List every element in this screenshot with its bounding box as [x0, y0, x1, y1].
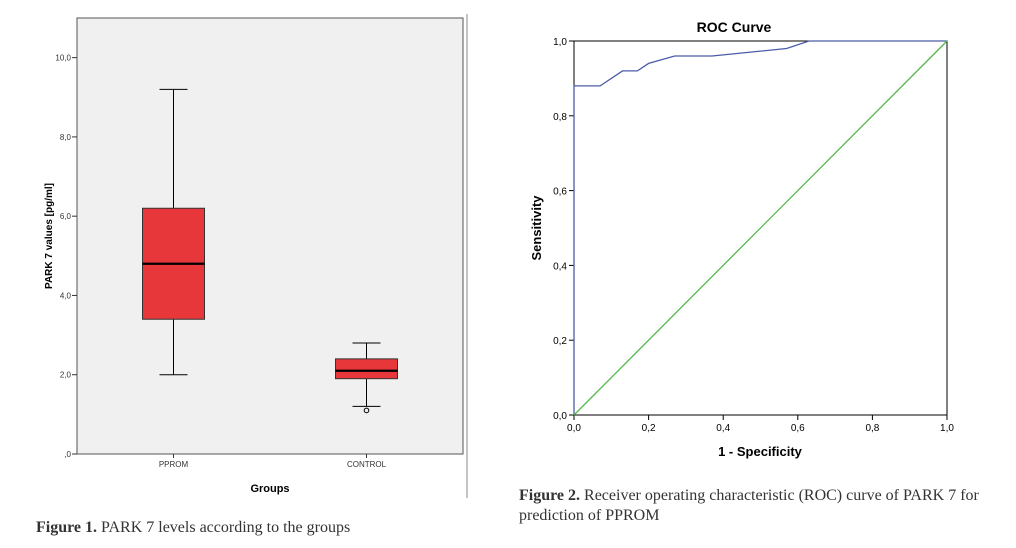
boxplot-y-tick-label: 2,0	[60, 371, 72, 380]
roc-x-tick-label: 0,6	[791, 423, 805, 434]
roc-x-label: 1 - Specificity	[718, 444, 803, 459]
boxplot-y-label: PARK 7 values [pg/ml]	[44, 183, 55, 289]
boxplot-x-axis: PPROM CONTROL	[159, 454, 387, 469]
roc-series	[573, 40, 948, 416]
figure-2-caption-text: Receiver operating characteristic (ROC) …	[519, 487, 979, 524]
figure-1-caption: Figure 1. PARK 7 levels according to the…	[36, 518, 466, 538]
roc-curve-line	[573, 40, 947, 415]
roc-y-tick-label: 0,0	[553, 411, 567, 422]
boxplot-y-tick-label: 6,0	[60, 212, 72, 221]
roc-y-tick-label: 0,6	[553, 187, 567, 198]
boxplot-x-tick-label: CONTROL	[347, 460, 387, 469]
boxplot-box	[335, 358, 398, 380]
boxplot-outlier	[363, 407, 370, 414]
roc-chart: ROC Curve 0,00,0 0,2 0,2 0,4 0,4 0,6 0,6 0,8 0,8…	[529, 19, 954, 459]
boxplot-plot-area	[76, 17, 464, 455]
roc-y-tick-label: 1,0	[553, 37, 567, 48]
boxplot-y-axis: ,0 2,0 4,0 6,0 8,0 10,0	[55, 54, 77, 459]
figure-2-caption-label: Figure 2.	[519, 487, 581, 504]
roc-y-tick-label: 0,8	[553, 112, 567, 123]
figure-1-caption-text: PARK 7 levels according to the groups	[97, 519, 351, 536]
roc-x-tick-label: 0,2	[642, 423, 656, 434]
boxplot-y-tick-label: 4,0	[60, 291, 72, 300]
figure-2-caption: Figure 2. Receiver operating characteris…	[519, 486, 989, 526]
roc-x-tick-label: 0,0	[567, 423, 581, 434]
roc-x-tick-label: 0,8	[865, 423, 879, 434]
roc-x-tick-label: 0,4	[716, 423, 730, 434]
roc-reference-line	[573, 40, 948, 416]
boxplot-y-tick-label: 8,0	[60, 133, 72, 142]
boxplot-y-tick-label: ,0	[64, 450, 71, 459]
roc-title: ROC Curve	[697, 19, 772, 35]
boxplot-boxes	[142, 88, 398, 414]
figure-1-caption-label: Figure 1.	[36, 519, 98, 536]
boxplot-y-tick-label: 10,0	[55, 54, 71, 63]
boxplot-x-label: Groups	[250, 483, 289, 495]
roc-y-label: Sensitivity	[529, 195, 544, 261]
roc-y-tick-label: 0,4	[553, 261, 567, 272]
roc-x-tick-label: 1,0	[940, 423, 954, 434]
roc-y-tick-label: 0,2	[553, 336, 567, 347]
roc-axes: 0,00,0 0,2 0,2 0,4 0,4 0,6 0,6 0,8 0,8 1,0 1,0	[553, 37, 954, 434]
boxplot-chart: ,0 2,0 4,0 6,0 8,0 10,0 PPROM CONTROL PARK 7 v…	[44, 14, 468, 498]
boxplot-x-tick-label: PPROM	[159, 460, 189, 469]
